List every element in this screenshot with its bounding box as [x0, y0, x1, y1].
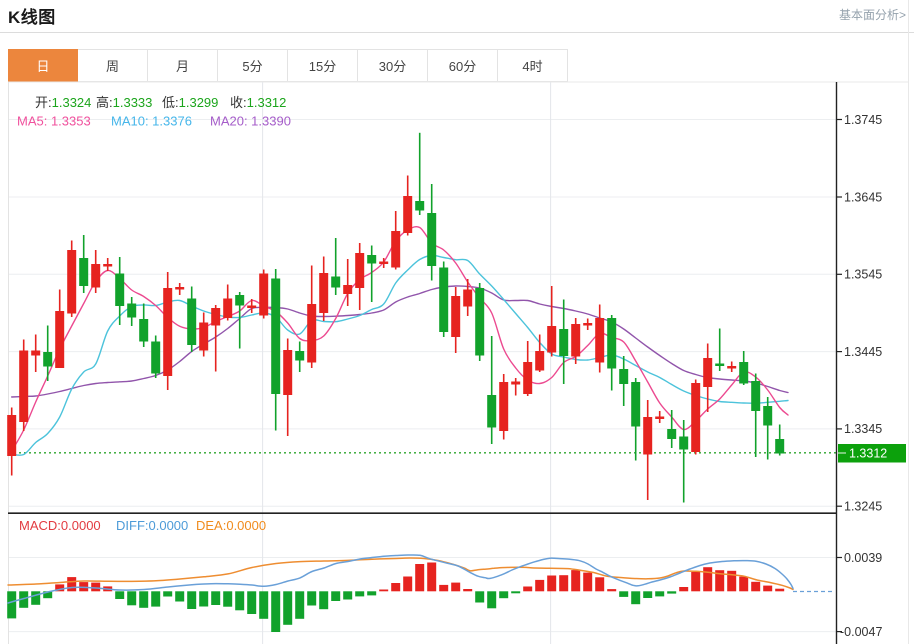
svg-text:1.3312: 1.3312 [849, 447, 887, 461]
svg-text:MA5: 1.3353: MA5: 1.3353 [17, 114, 91, 129]
svg-text:MACD:0.0000: MACD:0.0000 [19, 518, 101, 533]
svg-text:MA10: 1.3376: MA10: 1.3376 [111, 114, 192, 129]
svg-text:MA20: 1.3390: MA20: 1.3390 [210, 114, 291, 129]
svg-text:DIFF:0.0000: DIFF:0.0000 [116, 518, 188, 533]
svg-text:开:1.3324: 开:1.3324 [35, 95, 91, 110]
svg-text:1.3545: 1.3545 [844, 268, 882, 282]
svg-text:1.3245: 1.3245 [844, 500, 882, 514]
svg-text:1.3745: 1.3745 [844, 113, 882, 127]
svg-text:1.3445: 1.3445 [844, 345, 882, 359]
svg-text:低:1.3299: 低:1.3299 [162, 95, 218, 110]
svg-text:高:1.3333: 高:1.3333 [96, 95, 152, 110]
svg-text:0.0039: 0.0039 [844, 551, 882, 565]
svg-text:收:1.3312: 收:1.3312 [230, 95, 286, 110]
svg-text:1.3645: 1.3645 [844, 190, 882, 204]
svg-text:DEA:0.0000: DEA:0.0000 [196, 518, 266, 533]
svg-text:-0.0047: -0.0047 [840, 625, 882, 639]
svg-text:1.3345: 1.3345 [844, 422, 882, 436]
